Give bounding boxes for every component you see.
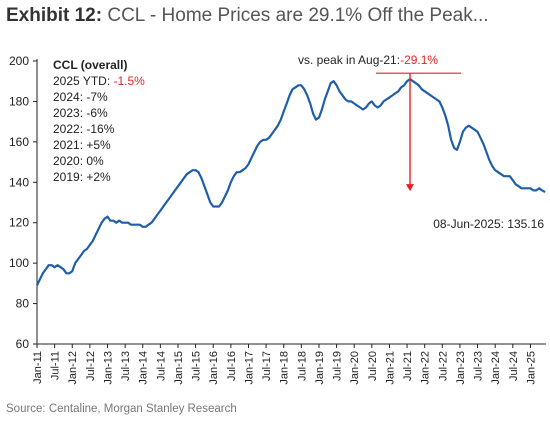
peak-value: -29.1% xyxy=(400,53,438,67)
x-tick-label: Jul-14 xyxy=(155,351,167,381)
x-tick-label: Jul-11 xyxy=(50,351,62,380)
y-tick-label: 100 xyxy=(9,256,29,270)
peak-drop-arrowhead xyxy=(406,184,415,192)
annotation-ytd-label: 2025 YTD: xyxy=(53,74,113,88)
x-tick-label: Jul-20 xyxy=(367,351,379,381)
x-tick-label: Jan-18 xyxy=(279,351,291,385)
annotation-box-title: CCL (overall) xyxy=(53,58,127,72)
x-tick-label: Jul-21 xyxy=(402,351,414,381)
latest-value-label: 08-Jun-2025: 135.16 xyxy=(433,217,544,231)
x-tick-label: Jan-16 xyxy=(208,351,220,385)
peak-annotation: vs. peak in Aug-21:-29.1% xyxy=(298,53,438,67)
annotation-yearly-change: 2020: 0% xyxy=(53,154,104,168)
x-tick-label: Jan-13 xyxy=(102,351,114,385)
exhibit-label: Exhibit 12: xyxy=(6,5,103,26)
y-tick-label: 60 xyxy=(16,337,30,351)
annotation-yearly-change: 2021: +5% xyxy=(53,138,111,152)
x-tick-label: Jul-22 xyxy=(437,351,449,381)
x-tick-label: Jan-24 xyxy=(490,351,502,385)
title-text: CCL - Home Prices are 29.1% Off the Peak… xyxy=(107,5,489,26)
x-tick-label: Jan-22 xyxy=(420,351,432,385)
x-tick-label: Jan-12 xyxy=(67,351,79,385)
series-line xyxy=(36,78,546,286)
source-note: Source: Centaline, Morgan Stanley Resear… xyxy=(6,403,237,415)
chart-title: Exhibit 12: CCL - Home Prices are 29.1% … xyxy=(6,5,489,27)
x-tick-label: Jan-14 xyxy=(138,351,150,385)
x-tick-label: Jan-15 xyxy=(173,351,185,385)
y-tick-label: 140 xyxy=(9,175,29,189)
x-tick-label: Jul-17 xyxy=(261,351,273,381)
x-tick-label: Jul-19 xyxy=(332,351,344,381)
annotation-yearly-change: 2019: +2% xyxy=(53,170,111,184)
x-tick-label: Jul-24 xyxy=(508,351,520,381)
y-tick-label: 120 xyxy=(9,216,29,230)
x-tick-label: Jan-19 xyxy=(314,351,326,385)
annotation-ytd-value: -1.5% xyxy=(113,74,145,88)
x-tick-label: Jul-18 xyxy=(296,351,308,381)
y-tick-label: 80 xyxy=(16,297,30,311)
x-tick-label: Jan-17 xyxy=(243,351,255,385)
x-tick-label: Jan-11 xyxy=(32,351,44,384)
x-tick-label: Jul-15 xyxy=(191,351,203,381)
peak-label: vs. peak in Aug-21: xyxy=(298,53,400,67)
y-tick-label: 200 xyxy=(9,54,29,68)
x-tick-label: Jul-16 xyxy=(226,351,238,381)
annotation-yearly-change: 2022: -16% xyxy=(53,122,115,136)
annotation-ytd: 2025 YTD: -1.5% xyxy=(53,74,145,88)
x-tick-label: Jul-12 xyxy=(85,351,97,381)
x-tick-label: Jan-20 xyxy=(349,351,361,385)
x-tick-label: Jul-13 xyxy=(120,351,132,381)
y-tick-label: 180 xyxy=(9,94,29,108)
y-tick-label: 160 xyxy=(9,135,29,149)
x-tick-label: Jul-23 xyxy=(473,351,485,381)
x-tick-label: Jan-25 xyxy=(525,351,537,385)
annotation-yearly-change: 2024: -7% xyxy=(53,90,108,104)
x-tick-label: Jan-21 xyxy=(384,351,396,385)
line-chart: 60 80 100 120 140 160 180 200 Jan-11 Jul-11 Jan-12… xyxy=(9,53,546,385)
annotation-yearly-change: 2023: -6% xyxy=(53,106,108,120)
x-tick-label: Jan-23 xyxy=(455,351,467,385)
